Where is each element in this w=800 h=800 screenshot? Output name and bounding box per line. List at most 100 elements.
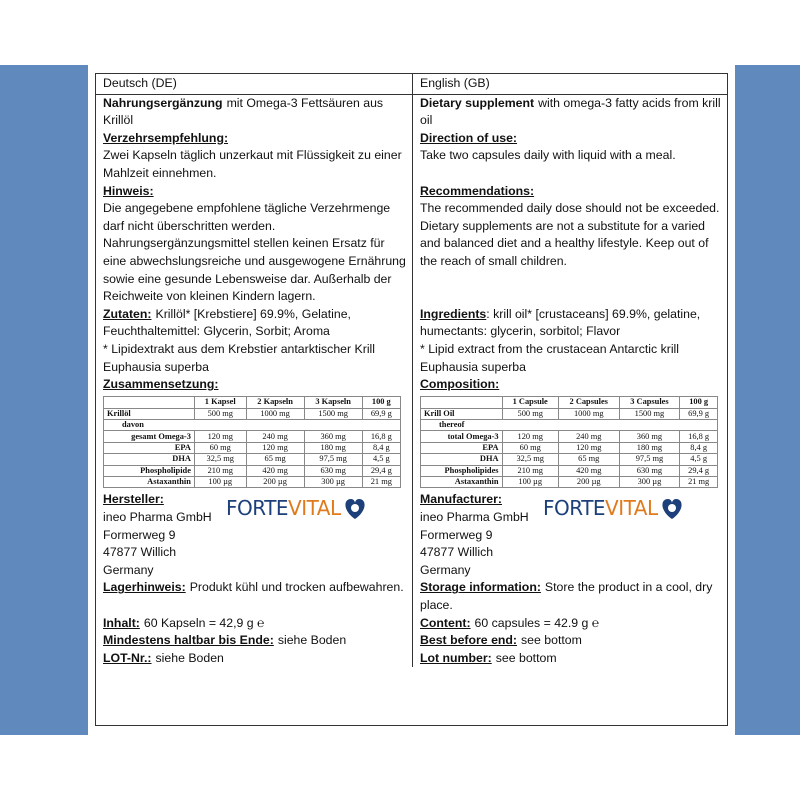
table-value: 16,8 g (679, 430, 718, 443)
table-value: 8,4 g (679, 441, 718, 455)
column-header: English (GB) (420, 76, 490, 90)
table-value: 97,5 mg (618, 453, 681, 466)
row-label: Phospholipides (420, 464, 503, 478)
address-line: Formerweg 9 (420, 527, 493, 542)
logo-part: VITAL (288, 495, 341, 520)
table-header-row: 1 Kapsel 2 Kapseln 3 Kapseln 100 g (103, 395, 402, 409)
address-line: ineo Pharma GmbH (103, 510, 212, 525)
address-line: ineo Pharma GmbH (420, 510, 529, 525)
address-line: Germany (420, 562, 471, 577)
product-type: Nahrungsergänzung (103, 95, 223, 110)
table-value: 32,5 mg (193, 453, 247, 466)
section-heading: Direction of use: (420, 130, 518, 145)
row-label: DHA (103, 453, 195, 466)
table-row: Astaxanthin 100 µg 200 µg 300 µg 21 mg (103, 476, 402, 489)
section-text: The recommended daily dose should not be… (420, 201, 720, 268)
table-value: 69,9 g (361, 407, 402, 421)
row-label: Astaxanthin (420, 476, 503, 489)
table-row: DHA 32,5 mg 65 mg 97,5 mg 4,5 g (420, 453, 718, 466)
field-label: Lagerhinweis: (103, 580, 186, 595)
composition-table: 1 Kapsel 2 Kapseln 3 Kapseln 100 g Krillöl 50… (103, 395, 402, 489)
table-value: 240 mg (557, 430, 620, 443)
notes-cell: Hinweis: Die angegebene empfohlene täglic… (96, 182, 413, 306)
table-value: 4,5 g (679, 453, 718, 466)
table-value: 21 mg (361, 476, 402, 489)
table-value: 420 mg (245, 464, 305, 478)
table-value: 300 µg (618, 476, 681, 489)
intro-cell: Nahrungsergänzung mit Omega-3 Fettsäuren … (96, 94, 413, 130)
table-value: 97,5 mg (303, 453, 363, 466)
field-text: siehe Boden (277, 633, 347, 648)
section-text: Die angegebene empfohlene tägliche Verze… (103, 201, 406, 304)
section-text: Take two capsules daily with liquid with… (420, 148, 676, 163)
labelled-text: Content: 60 capsules = 42.9 g ℮ (420, 615, 721, 633)
brand-logo: FORTE VITAL (226, 495, 369, 521)
table-value: 630 mg (303, 464, 363, 478)
lot-cell: Lot number: see bottom (413, 650, 727, 668)
product-description: mit Omega-3 Fettsäuren aus Krillöl (103, 95, 384, 128)
labelled-text: Zutaten: Krillöl* [Krebstiere] 69.9%, Gel… (103, 306, 406, 341)
table-value: 29,4 g (361, 464, 402, 478)
field-text: : krill oil* [crustaceans] 69.9%, gelati… (420, 306, 701, 339)
field-text: Produkt kühl und trocken aufbewahren. (189, 580, 404, 595)
row-label: Astaxanthin (103, 476, 195, 489)
lot-cell: LOT-Nr.: siehe Boden (96, 649, 413, 668)
table-value: 210 mg (193, 464, 247, 478)
table-row: thereof (420, 419, 718, 432)
labelled-text: LOT-Nr.: siehe Boden (103, 650, 406, 668)
product-type: Dietary supplement (420, 95, 535, 110)
table-corner (103, 395, 195, 409)
logo-icon (662, 499, 682, 520)
table-value: 300 µg (303, 476, 363, 489)
table-value: 29,4 g (679, 464, 718, 478)
row-label: gesamt Omega-3 (103, 430, 195, 443)
field-label: Storage information: (420, 580, 541, 595)
column-title: 3 Capsules (618, 395, 681, 409)
column-title: 100 g (679, 395, 718, 409)
labelled-text: Inhalt: 60 Kapseln = 42,9 g ℮ (103, 615, 406, 633)
logo-dot (350, 504, 359, 513)
field-label: Content: (420, 615, 471, 630)
labelled-text: Lot number: see bottom (420, 650, 721, 668)
logo-part: FORTE (543, 495, 606, 520)
field-text: Store the product in a cool, dry place. (420, 580, 713, 612)
row-label: thereof (420, 419, 718, 432)
row-label: Krillöl (103, 407, 195, 421)
section-text: Zwei Kapseln täglich unzerkaut mit Flüss… (103, 148, 402, 180)
table-value: 16,8 g (361, 430, 402, 443)
intro-cell: Dietary supplement with omega-3 fatty aci… (413, 95, 727, 130)
manufacturer-cell: Hersteller: ineo Pharma GmbH Formerweg 9 47… (96, 491, 413, 580)
table-value: 500 mg (193, 407, 247, 421)
address-line: 47877 Willich (420, 545, 494, 560)
table-row: gesamt Omega-3 120 mg 240 mg 360 mg 16,8 g (103, 430, 402, 443)
table-value: 69,9 g (679, 407, 718, 421)
table-value: 420 mg (557, 464, 620, 478)
best-before-cell: Mindestens haltbar bis Ende: siehe Boden (96, 632, 413, 650)
section-heading: Manufacturer: (420, 492, 502, 507)
table-value: 360 mg (618, 430, 681, 443)
table-value: 60 mg (501, 441, 559, 455)
table-corner (420, 395, 503, 409)
table-value: 4,5 g (361, 453, 402, 466)
table-row: EPA 60 mg 120 mg 180 mg 8,4 g (420, 441, 718, 455)
section-heading: Composition: (420, 377, 500, 392)
labelled-text: Storage information: Store the product in… (420, 579, 721, 614)
labelled-text: Mindestens haltbar bis Ende: siehe Boden (103, 632, 406, 650)
table-value: 60 mg (193, 441, 247, 455)
section-heading: Zusammensetzung: (103, 377, 219, 392)
table-row: davon (103, 419, 401, 432)
storage-cell: Lagerhinweis: Produkt kühl und trocken au… (96, 579, 413, 615)
storage-cell: Storage information: Store the product in… (413, 579, 727, 614)
ingredients-cell: Ingredients: krill oil* [crustaceans] 69… (413, 306, 727, 376)
header-cell: English (GB) (413, 74, 727, 95)
table-value: 200 µg (557, 476, 620, 489)
field-text: see bottom (521, 633, 582, 648)
address-line: 47877 Willich (103, 545, 177, 560)
table-value: 100 µg (193, 476, 247, 489)
notes-cell: Recommendations: The recommended daily do… (413, 183, 727, 306)
field-label: Mindestens haltbar bis Ende: (103, 633, 274, 648)
table-row: total Omega-3 120 mg 240 mg 360 mg 16,8 g (420, 430, 718, 443)
labelled-text: Ingredients: krill oil* [crustaceans] 69… (420, 306, 721, 341)
table-value: 360 mg (303, 430, 363, 443)
table-value: 32,5 mg (501, 453, 559, 466)
